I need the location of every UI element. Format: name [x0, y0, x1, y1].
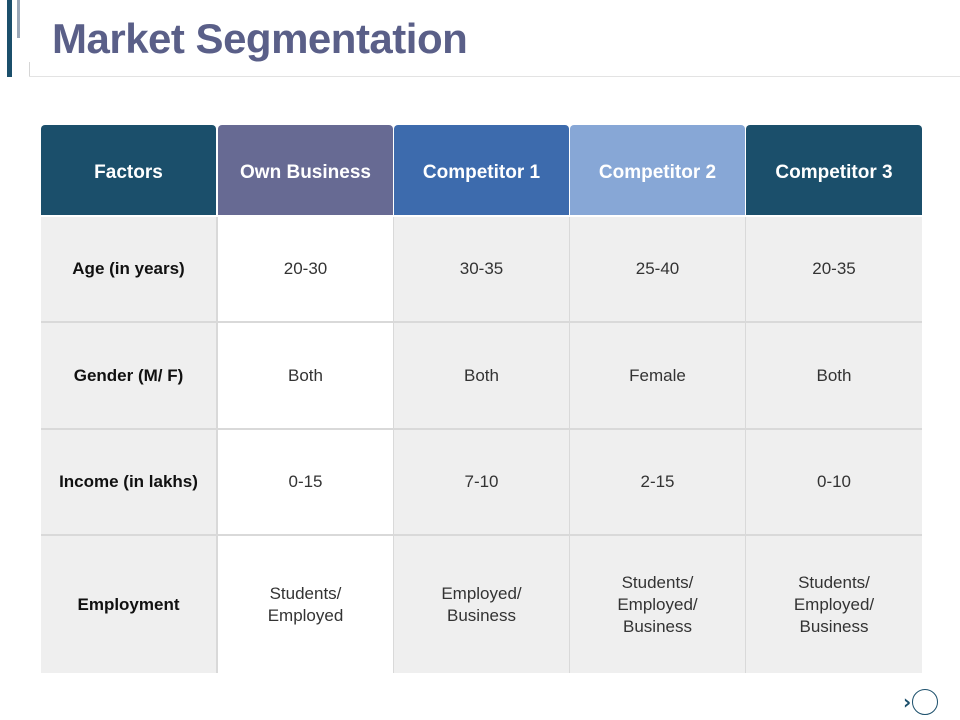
header-competitor-2: Competitor 2	[570, 131, 745, 215]
cell-factor-employment: Employment	[41, 536, 216, 673]
cell-gender-competitor-1: Both	[394, 323, 569, 428]
cell-income-own-business: 0-15	[218, 430, 393, 534]
cell-factor-age: Age (in years)	[41, 217, 216, 321]
cell-gender-own-business: Both	[218, 323, 393, 428]
header-own-business: Own Business	[218, 131, 393, 215]
header-competitor-3: Competitor 3	[746, 131, 922, 215]
accent-bar-light	[17, 0, 20, 38]
grid-line-horizontal	[41, 321, 922, 323]
cell-age-competitor-3: 20-35	[746, 217, 922, 321]
header-label: Competitor 3	[775, 162, 893, 183]
cell-gender-competitor-3: Both	[746, 323, 922, 428]
cell-factor-income: Income (in lakhs)	[41, 430, 216, 534]
header-tab-competitor-2	[570, 125, 745, 132]
grid-line-vertical	[569, 215, 570, 673]
accent-bar-dark	[7, 0, 12, 77]
title-divider-horizontal	[29, 76, 960, 77]
grid-line-horizontal	[41, 534, 922, 536]
cell-income-competitor-3: 0-10	[746, 430, 922, 534]
page-title: Market Segmentation	[52, 15, 468, 62]
segmentation-table: Factors Own Business Competitor 1 Compet…	[41, 125, 922, 673]
header-label: Own Business	[240, 162, 371, 183]
circle-icon	[912, 689, 939, 715]
cell-age-own-business: 20-30	[218, 217, 393, 321]
cell-employment-competitor-1: Employed/ Business	[394, 536, 569, 673]
header-label: Competitor 1	[422, 162, 541, 183]
header-tab-competitor-3	[746, 125, 922, 132]
grid-line-horizontal	[41, 215, 922, 217]
cell-age-competitor-1: 30-35	[394, 217, 569, 321]
cell-employment-competitor-3: Students/ Employed/ Business	[746, 536, 922, 673]
header-label: Competitor 2	[598, 162, 717, 183]
cell-income-competitor-2: 2-15	[570, 430, 745, 534]
cell-age-competitor-2: 25-40	[570, 217, 745, 321]
header-tab-own-business	[218, 125, 393, 132]
cell-employment-own-business: Students/ Employed	[218, 536, 393, 673]
header-tab-factors	[41, 125, 216, 132]
grid-line-vertical	[216, 215, 218, 673]
cell-gender-competitor-2: Female	[570, 323, 745, 428]
header-factors: Factors	[41, 131, 216, 215]
cell-employment-competitor-2: Students/ Employed/ Business	[570, 536, 745, 673]
chevron-right-icon: ›	[903, 690, 912, 714]
header-tab-competitor-1	[394, 125, 569, 132]
title-divider-vertical	[29, 62, 30, 77]
grid-line-vertical	[393, 215, 394, 673]
grid-line-horizontal	[41, 428, 922, 430]
grid-line-vertical	[745, 215, 746, 673]
header-competitor-1: Competitor 1	[394, 131, 569, 215]
cell-income-competitor-1: 7-10	[394, 430, 569, 534]
next-slide-button[interactable]: ›	[903, 688, 945, 716]
cell-factor-gender: Gender (M/ F)	[41, 323, 216, 428]
header-label: Factors	[94, 162, 163, 183]
